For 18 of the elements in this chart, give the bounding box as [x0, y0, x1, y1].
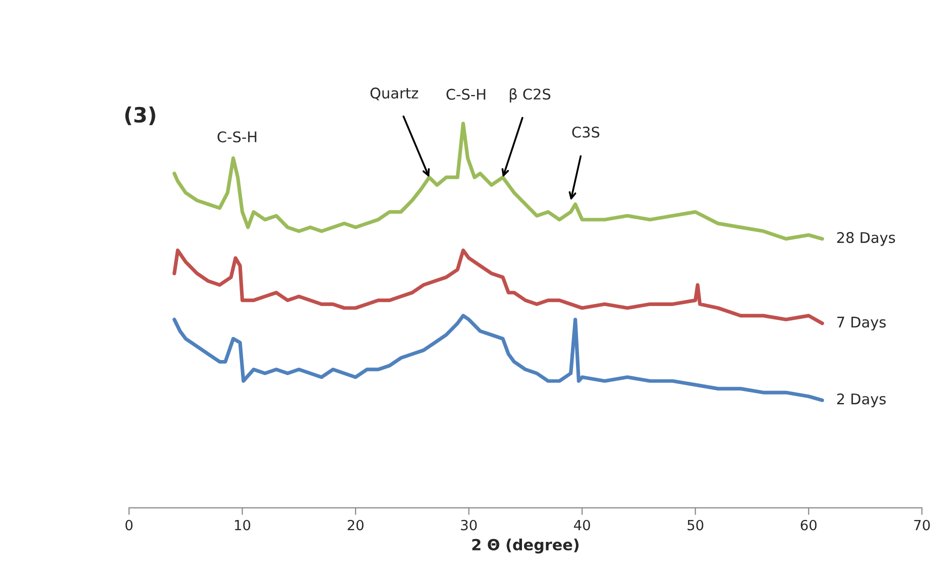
annotation: C3S	[572, 126, 600, 138]
x-axis-title: 2 Θ (degree)	[472, 538, 579, 554]
annotation: C-S-H	[446, 88, 486, 100]
annotation: C-S-H	[218, 131, 256, 142]
annotation: Quartz	[370, 88, 418, 100]
x-tick-label: 60	[800, 520, 817, 530]
x-tick-label: 20	[348, 520, 364, 530]
x-tick-label: 70	[914, 520, 930, 530]
annotation: (3)	[125, 106, 156, 126]
series-label: 28 Days	[837, 232, 895, 246]
x-tick-label: 0	[126, 520, 133, 530]
x-tick-label: 40	[574, 520, 590, 530]
x-tick-label: 50	[688, 520, 704, 530]
x-tick-label: 10	[234, 520, 250, 530]
series-label: 2 Days	[837, 393, 886, 408]
series-label: 7 Days	[837, 316, 886, 330]
x-tick-label: 30	[461, 520, 477, 530]
annotation: β C2S	[510, 88, 550, 102]
